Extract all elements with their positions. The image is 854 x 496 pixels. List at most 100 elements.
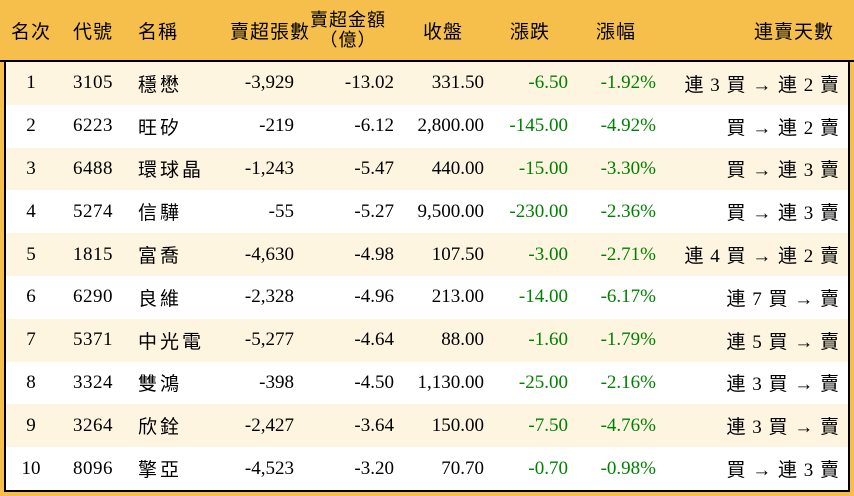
change-pct-cell: -2.71% [600,243,656,265]
change-cell: -7.50 [528,414,568,436]
header-sell-amount: 賣超金額 （億） [298,10,398,50]
header-sell-amount-line2: （億） [319,30,377,50]
rank-cell: 1 [26,72,36,94]
table-row: 7 5371 中光電 -5,277 -4.64 88.00 -1.60 -1.7… [6,318,848,362]
change-pct-cell: -0.98% [600,457,656,479]
header-sell-amount-line1: 賣超金額 [310,9,386,30]
sell-amount-cell: -13.02 [344,72,394,94]
sell-amount-cell: -4.64 [354,329,394,351]
header-streak: 連賣天數 [753,21,834,43]
table-row: 1 3105 穩懋 -3,929 -13.02 331.50 -6.50 -1.… [6,62,848,105]
close-cell: 1,130.00 [417,371,485,393]
table-row: 5 1815 富喬 -4,630 -4.98 107.50 -3.00 -2.7… [6,233,848,276]
table-row: 8 3324 雙鴻 -398 -4.50 1,130.00 -25.00 -2.… [6,361,848,405]
sell-volume-cell: -2,427 [244,414,294,436]
name-cell: 雙鴻 [138,374,183,396]
sell-amount-cell: -3.64 [354,414,394,436]
change-cell: -230.00 [509,200,568,222]
code-cell: 3264 [73,414,113,436]
sell-volume-cell: -398 [259,371,294,393]
change-cell: -6.50 [528,72,568,94]
close-cell: 9,500.00 [417,200,485,222]
sell-volume-cell: -5,277 [244,329,294,351]
name-cell: 擎亞 [138,460,183,482]
sell-amount-cell: -5.27 [354,200,394,222]
header-sell-volume: 賣超張數 [230,21,311,43]
name-cell: 中光電 [138,331,205,353]
name-cell: 穩懋 [138,74,183,96]
close-cell: 331.50 [431,72,484,94]
table-row: 4 5274 信驊 -55 -5.27 9,500.00 -230.00 -2.… [6,190,848,234]
change-cell: -15.00 [518,157,568,179]
change-pct-cell: -4.92% [600,115,656,137]
change-cell: -14.00 [518,286,568,308]
rank-cell: 5 [26,243,36,265]
streak-cell: 買 → 連 2 賣 [726,117,840,139]
change-pct-cell: -1.92% [600,72,656,94]
sell-volume-cell: -4,630 [244,243,294,265]
change-pct-cell: -4.76% [600,414,656,436]
streak-cell: 買 → 連 3 賣 [726,460,840,482]
table-row: 9 3264 欣銓 -2,427 -3.64 150.00 -7.50 -4.7… [6,404,848,448]
change-pct-cell: -1.79% [600,329,656,351]
change-cell: -3.00 [528,243,568,265]
code-cell: 5371 [73,329,113,351]
sell-volume-cell: -2,328 [244,286,294,308]
rank-cell: 10 [21,457,41,479]
table-row: 3 6488 環球晶 -1,243 -5.47 440.00 -15.00 -3… [6,147,848,191]
header-change-pct: 漲幅 [595,21,636,43]
rank-cell: 6 [26,286,36,308]
change-cell: -0.70 [528,457,568,479]
streak-cell: 連 3 買 → 賣 [726,417,840,439]
change-pct-cell: -2.16% [600,371,656,393]
code-cell: 5274 [73,200,113,222]
header-close: 收盤 [422,21,463,43]
close-cell: 2,800.00 [417,115,485,137]
rank-cell: 4 [26,200,36,222]
streak-cell: 連 4 買 → 連 2 賣 [684,246,840,268]
header-name: 名稱 [138,21,179,43]
change-pct-cell: -3.30% [600,157,656,179]
code-cell: 6488 [73,157,113,179]
sell-amount-cell: -6.12 [354,115,394,137]
sell-amount-cell: -4.96 [354,286,394,308]
table-header-row: 名次 代號 名稱 賣超張數 賣超金額 （億） 收盤 漲跌 漲幅 連賣天數 [0,0,854,62]
name-cell: 環球晶 [138,160,205,182]
change-pct-cell: -2.36% [600,200,656,222]
streak-cell: 連 3 買 → 賣 [726,374,840,396]
close-cell: 213.00 [431,286,484,308]
code-cell: 3105 [73,72,113,94]
rank-cell: 7 [26,329,36,351]
close-cell: 70.70 [441,457,484,479]
streak-cell: 買 → 連 3 賣 [726,203,840,225]
header-code: 代號 [72,21,113,43]
streak-cell: 買 → 連 3 賣 [726,160,840,182]
close-cell: 88.00 [441,329,484,351]
change-pct-cell: -6.17% [600,286,656,308]
rank-cell: 2 [26,115,36,137]
close-cell: 107.50 [431,243,484,265]
name-cell: 欣銓 [138,417,183,439]
table-row: 6 6290 良維 -2,328 -4.96 213.00 -14.00 -6.… [6,275,848,319]
rank-cell: 8 [26,371,36,393]
sell-amount-cell: -5.47 [354,157,394,179]
table-row: 10 8096 擎亞 -4,523 -3.20 70.70 -0.70 -0.9… [6,447,848,490]
sell-volume-cell: -1,243 [244,157,294,179]
streak-cell: 連 7 買 → 賣 [726,288,840,310]
sell-volume-cell: -55 [268,200,294,222]
code-cell: 6223 [73,115,113,137]
code-cell: 6290 [73,286,113,308]
table-row: 2 6223 旺矽 -219 -6.12 2,800.00 -145.00 -4… [6,104,848,148]
name-cell: 旺矽 [138,117,183,139]
code-cell: 8096 [73,457,113,479]
code-cell: 1815 [73,243,113,265]
sell-amount-cell: -4.98 [354,243,394,265]
header-rank: 名次 [10,21,51,43]
sell-amount-cell: -3.20 [354,457,394,479]
close-cell: 440.00 [431,157,484,179]
rank-cell: 3 [26,157,36,179]
table-body: 1 3105 穩懋 -3,929 -13.02 331.50 -6.50 -1.… [4,62,850,492]
close-cell: 150.00 [431,414,484,436]
header-change: 漲跌 [509,21,550,43]
